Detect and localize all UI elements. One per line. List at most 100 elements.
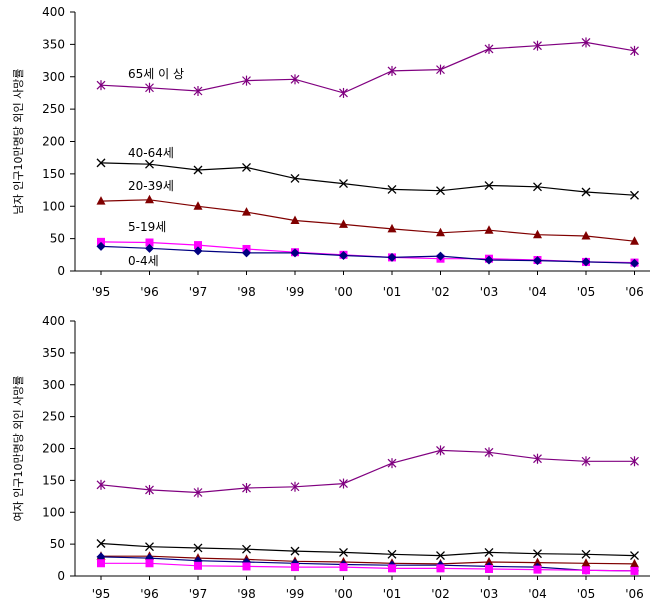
data-point (387, 458, 397, 469)
data-point (582, 566, 590, 575)
x-tick-label: '95 (92, 587, 111, 601)
data-point (436, 564, 445, 573)
data-point (194, 561, 202, 570)
series-line (100, 449, 635, 494)
data-point (290, 74, 300, 85)
data-point (339, 219, 348, 228)
data-point (193, 543, 203, 553)
series-4 (97, 559, 639, 575)
data-point (339, 478, 348, 489)
x-tick-label: '00 (334, 285, 353, 299)
series-0 (96, 445, 639, 498)
y-tick-label: 250 (42, 102, 65, 116)
series-line (100, 556, 635, 572)
y-tick-label: 400 (42, 314, 65, 328)
x-tick-label: '03 (480, 587, 499, 601)
data-point (387, 549, 397, 559)
data-point (96, 241, 106, 251)
y-tick-label: 50 (50, 232, 65, 246)
x-tick-label: '96 (140, 587, 159, 601)
y-tick-label: 100 (42, 505, 65, 519)
data-point (290, 248, 300, 258)
series-line (100, 542, 635, 557)
data-point (290, 215, 300, 224)
data-point (533, 565, 542, 574)
data-point (387, 223, 397, 233)
y-tick-label: 400 (42, 5, 65, 19)
y-tick-label: 300 (42, 70, 65, 84)
data-point (242, 562, 251, 571)
data-point (96, 552, 106, 562)
data-point (193, 246, 203, 256)
x-tick-label: '97 (189, 587, 208, 601)
data-point (630, 456, 639, 467)
y-tick-label: 300 (42, 378, 65, 392)
data-point (581, 257, 591, 267)
data-point (436, 64, 445, 75)
series-3 (96, 552, 639, 576)
series-4: 0-4세 (96, 241, 639, 268)
data-point (339, 87, 348, 98)
data-point (484, 447, 494, 458)
data-point (145, 238, 154, 247)
y-tick-label: 200 (42, 442, 65, 456)
data-point (145, 559, 154, 568)
data-point (630, 45, 639, 56)
series-line (100, 241, 635, 264)
x-tick-label: '99 (286, 587, 305, 601)
data-point (533, 453, 542, 464)
data-point (145, 82, 154, 93)
series-label: 5-19세 (128, 220, 166, 234)
data-point (242, 75, 251, 86)
x-tick-label: '98 (237, 587, 256, 601)
data-point (242, 544, 251, 554)
data-point (630, 258, 639, 268)
x-tick-label: '04 (528, 285, 547, 299)
data-point (339, 250, 348, 260)
data-point (581, 187, 591, 197)
data-point (436, 445, 445, 456)
data-point (533, 256, 542, 266)
series-label: 0-4세 (128, 254, 159, 268)
series-label: 65세 이 상 (128, 67, 184, 81)
data-point (484, 225, 494, 234)
data-point (533, 229, 542, 239)
series-line (100, 41, 635, 94)
data-point (387, 184, 397, 194)
data-point (484, 43, 494, 54)
data-point (242, 483, 251, 494)
x-tick-label: '02 (431, 587, 450, 601)
data-point (145, 159, 154, 169)
data-point (145, 243, 154, 253)
data-point (339, 179, 348, 189)
y-tick-label: 0 (57, 569, 65, 583)
data-point (581, 231, 591, 240)
series-line (101, 555, 635, 565)
x-tick-label: '01 (383, 285, 402, 299)
x-tick-label: '03 (480, 285, 499, 299)
data-point (387, 252, 397, 262)
series-line (101, 562, 635, 572)
y-tick-label: 250 (42, 410, 65, 424)
y-tick-label: 150 (42, 167, 65, 181)
x-tick-label: '98 (237, 285, 256, 299)
series-line (100, 245, 635, 264)
y-tick-label: 50 (50, 537, 65, 551)
y-tick-label: 350 (42, 346, 65, 360)
data-point (630, 566, 639, 575)
data-point (193, 487, 203, 498)
data-point (484, 255, 494, 265)
x-tick-label: '05 (577, 285, 596, 299)
data-point (97, 237, 105, 246)
data-point (581, 558, 591, 567)
data-point (339, 563, 348, 572)
data-point (533, 182, 542, 192)
y-tick-label: 100 (42, 199, 65, 213)
data-point (145, 484, 154, 495)
series-2: 20-39세 (96, 179, 639, 245)
y-tick-label: 0 (57, 264, 65, 278)
data-point (387, 65, 397, 76)
data-point (436, 227, 445, 237)
data-point (436, 551, 445, 561)
